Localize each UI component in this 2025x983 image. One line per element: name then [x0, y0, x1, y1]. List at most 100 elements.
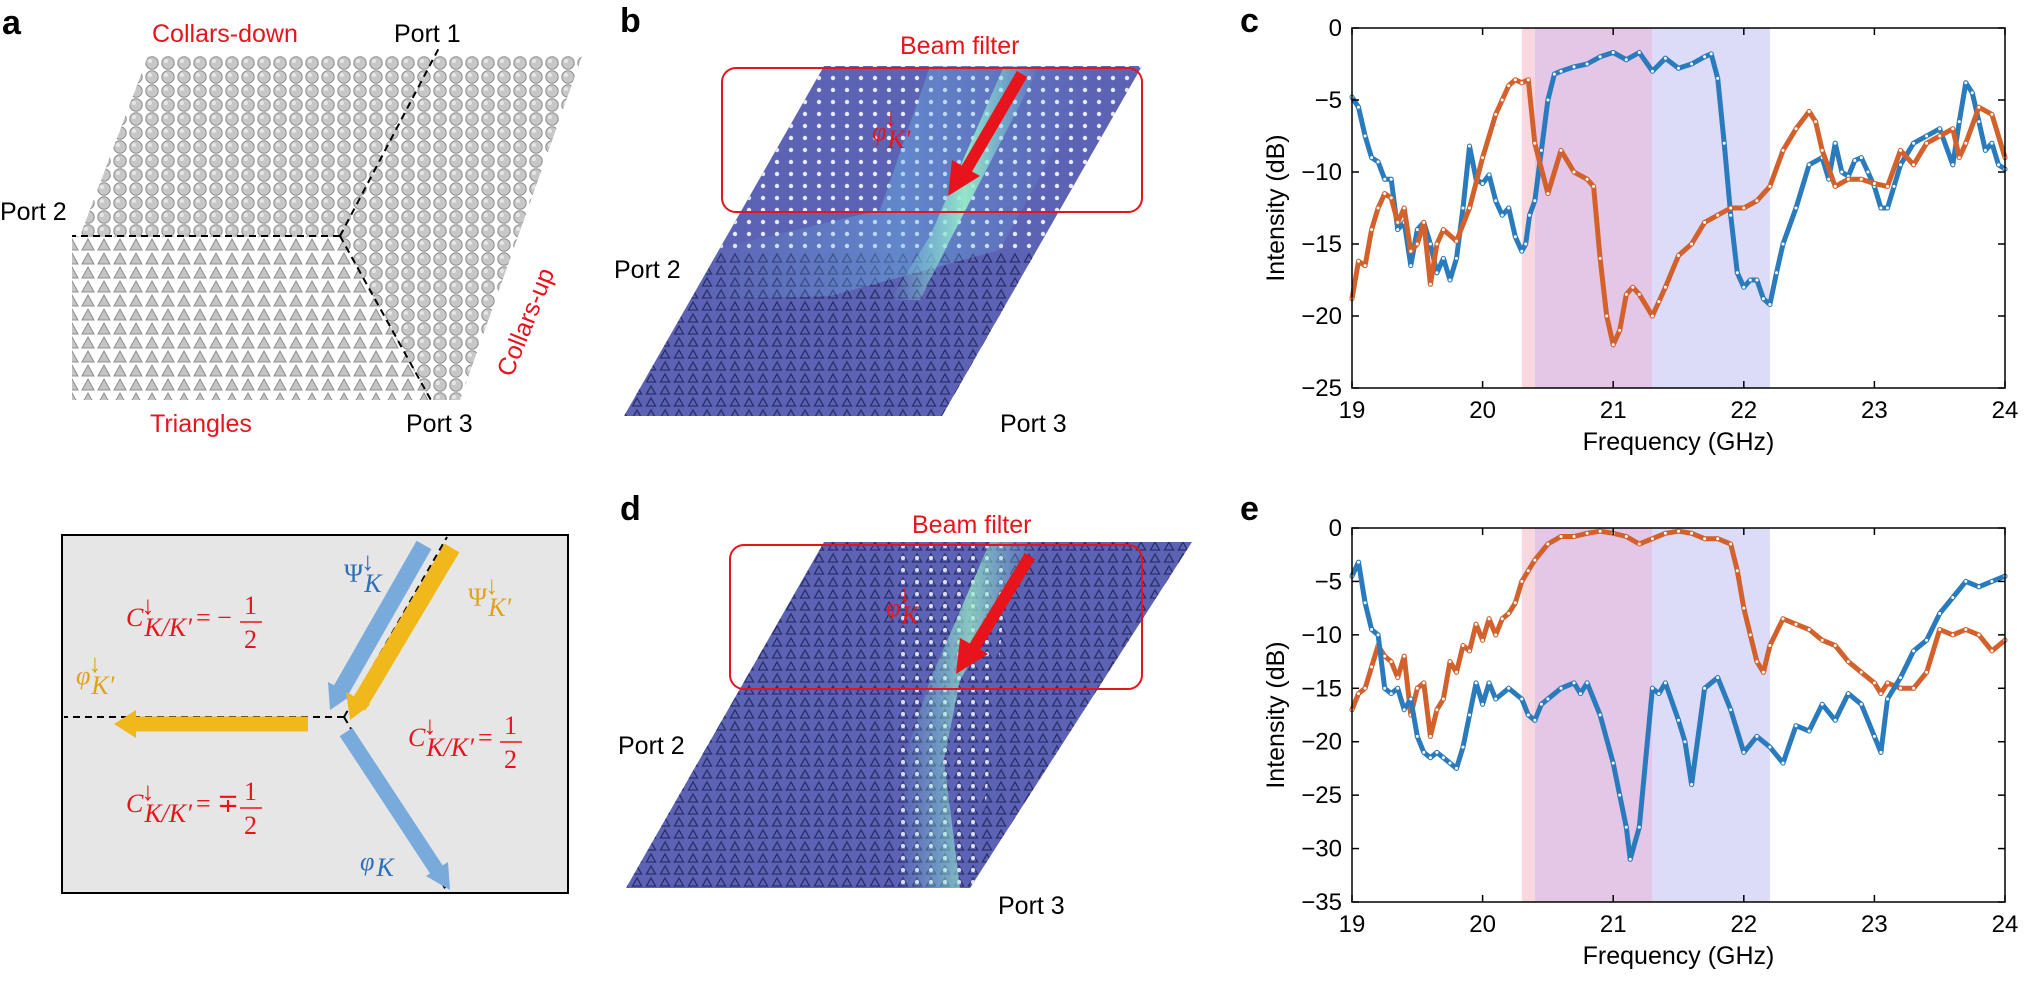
series-1-point [1793, 205, 1799, 211]
series-1-point [1636, 541, 1642, 547]
series-2-point [1963, 140, 1969, 146]
series-2-point [1610, 760, 1616, 766]
series-2-point [1728, 707, 1734, 713]
series-2-point [1617, 327, 1623, 333]
panel-d: d Beam filter φ↓ K Port 2 Port 3 [618, 490, 1192, 920]
svg-text:2: 2 [504, 745, 517, 774]
series-2-point [1584, 176, 1590, 182]
series-2-point [1440, 755, 1446, 761]
series-1-point [1774, 270, 1779, 276]
series-2-point [1623, 291, 1629, 297]
series-1-point [1996, 162, 2001, 168]
series-2-point [1597, 712, 1603, 718]
series-2-point [1525, 77, 1531, 83]
series-1-point [1493, 198, 1499, 204]
series-2-point [1571, 680, 1577, 686]
collars-down-region [80, 56, 436, 236]
panel-label-e: e [1240, 490, 1259, 528]
series-1-point [1728, 541, 1734, 547]
label-triangles: Triangles [150, 410, 252, 438]
series-2-point [1898, 675, 1903, 681]
x-tick-label: 19 [1339, 397, 1366, 424]
series-1-point [1427, 241, 1433, 247]
chern-eq-1: C↓ K/K′ = − 1 2 [126, 591, 262, 654]
series-1-point [1447, 277, 1453, 283]
panel-label-d: d [620, 490, 641, 528]
series-2-point [1493, 111, 1499, 117]
series-1-point [1571, 64, 1577, 70]
series-1-point [1760, 669, 1766, 675]
series-2-point [1395, 219, 1401, 225]
series-2-point [1676, 717, 1681, 723]
series-2-point [1702, 685, 1708, 691]
series-1-point [1937, 627, 1943, 632]
series-2-point [1702, 219, 1708, 225]
series-2-point [1584, 680, 1590, 686]
series-1-point [1460, 643, 1466, 648]
arrow-psi-K [328, 540, 432, 710]
series-1-point [1545, 97, 1551, 103]
series-1-point [1538, 147, 1544, 153]
svg-text:1: 1 [504, 711, 517, 740]
series-2-point [1597, 255, 1603, 261]
series-1-point [1715, 536, 1721, 542]
series-2-point [1434, 749, 1440, 755]
label-port3-b: Port 3 [1000, 410, 1067, 438]
y-tick-label: −20 [1301, 303, 1342, 330]
series-2-point [1656, 299, 1662, 305]
series-2-point [1754, 198, 1760, 204]
panel-label-c: c [1240, 2, 1259, 40]
series-2-point [1408, 696, 1414, 702]
series-2-point [1989, 111, 1995, 117]
series-1-point [1702, 54, 1708, 60]
series-2-point [1636, 824, 1642, 830]
series-2-point [1885, 183, 1890, 189]
series-2-point [1362, 263, 1368, 269]
series-2-point [1388, 691, 1394, 697]
series-2-point [1395, 685, 1401, 691]
series-1-point [1839, 169, 1845, 175]
series-2-point [1832, 183, 1838, 189]
label-collars-down: Collars-down [152, 20, 298, 48]
arrow-phi-K [339, 727, 450, 890]
series-2-point [1885, 696, 1890, 702]
y-axis-label: Intensity (dB) [1262, 641, 1290, 788]
series-1-point [1408, 263, 1414, 269]
series-1-point [1708, 51, 1714, 57]
series-1-point [1356, 104, 1361, 110]
series-2-point [1571, 169, 1577, 175]
series-1-point [1434, 707, 1440, 713]
series-1-point [1793, 621, 1799, 627]
x-tick-label: 22 [1730, 911, 1757, 938]
y-tick-label: −10 [1301, 622, 1342, 649]
x-tick-label: 24 [1992, 911, 2019, 938]
series-2-point [1989, 578, 1995, 584]
series-1-point [1597, 528, 1603, 534]
series-1-point [1976, 119, 1982, 125]
chart-c: 19 20 21 22 23 24 0 −5 −10 −15 −20 −25 Frequency (GH… [1262, 15, 2018, 456]
y-tick-label: −35 [1301, 889, 1342, 916]
series-2-point [1728, 205, 1734, 211]
band-3 [1652, 528, 1770, 902]
series-2-point [1845, 176, 1851, 182]
series-1-point [1506, 205, 1512, 211]
series-1-point [1649, 68, 1655, 74]
series-1-point [1858, 155, 1864, 161]
series-1-point [1597, 54, 1603, 60]
series-2-point [1480, 155, 1486, 161]
series-1-point [1382, 176, 1388, 182]
series-1-point [1486, 616, 1492, 622]
series-2-point [1401, 707, 1407, 713]
series-1-point [1512, 234, 1518, 240]
y-tick-label: −25 [1301, 782, 1342, 809]
series-1-point [1963, 80, 1969, 86]
svg-text:C↓K/K′=: C↓ K/K′ = [408, 711, 493, 762]
mode-label-d: φ↓ K [886, 579, 920, 630]
series-1-point [1937, 126, 1943, 132]
series-2-point [1813, 119, 1819, 125]
series-2-point [1427, 755, 1433, 761]
series-1-point [1467, 648, 1472, 654]
series-1-point [1741, 284, 1747, 290]
series-1-point [1963, 627, 1969, 632]
